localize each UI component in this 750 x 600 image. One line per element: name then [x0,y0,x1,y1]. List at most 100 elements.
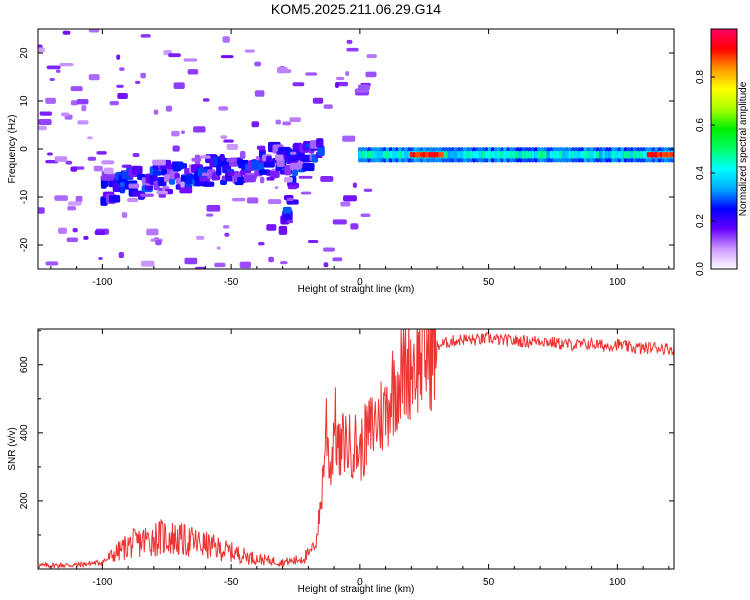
heatmap-cell [490,150,495,159]
heatmap-cell [239,261,252,269]
heatmap-cell [478,150,483,159]
heatmap-cell [282,121,292,126]
heatmap-cell [140,193,154,197]
heatmap-cell [472,150,476,159]
heatmap-cell [608,150,612,159]
y-tick-label: 200 [19,492,30,509]
heatmap-cell [617,150,622,159]
heatmap-cell [366,54,377,59]
heatmap-cell [87,156,97,161]
heatmap-cell [226,143,239,150]
heatmap-cell [286,156,297,162]
heatmap-cell [561,150,566,159]
heatmap-cell [332,219,347,225]
heatmap-cell [398,150,402,159]
heatmap-cell [289,151,297,155]
heatmap-cell [414,151,419,158]
heatmap-cell [592,150,597,159]
heatmap-cell [404,150,409,159]
heatmap-cell [100,178,107,189]
heatmap-cell [116,54,121,60]
heatmap-cell [392,150,396,159]
heatmap-cell [388,150,393,159]
y-tick-label: -10 [19,189,30,204]
heatmap-cell [422,151,426,158]
heatmap-cell [555,150,560,159]
heatmap-cell [540,150,544,159]
heatmap-cell [60,112,70,117]
heatmap-cell [49,78,55,81]
heatmap-cell [432,151,437,158]
heatmap-cell [39,111,53,116]
heatmap-cell [184,257,198,265]
heatmap-cell [412,151,416,158]
heatmap-cell [528,150,532,159]
spectrogram-ylabel: Frequency (Hz) [7,115,18,184]
heatmap-cell [131,165,143,175]
heatmap-cell [546,150,551,159]
heatmap-cell [323,262,329,268]
heatmap-cell [165,105,173,112]
y-tick-label: 20 [19,47,30,59]
heatmap-cell [279,261,288,265]
heatmap-cell [146,228,159,236]
heatmap-cell [417,151,421,158]
colorbar: 0.0 0.2 0.4 0.6 0.8 Normalized spectral ampl… [695,28,749,276]
x-tick-label: -100 [92,277,112,288]
heatmap-cell [580,150,585,159]
heatmap-cell [345,71,350,76]
heatmap-cell [181,130,186,135]
heatmap-cell [409,151,413,158]
heatmap-cell [367,150,371,159]
heatmap-cell [320,175,334,182]
heatmap-cell [342,135,356,142]
heatmap-cell [558,150,563,159]
heatmap-cell [401,150,405,159]
heatmap-cell [156,190,168,195]
heatmap-cell [62,30,71,35]
heatmap-cell [358,150,362,159]
heatmap-cell [275,119,282,125]
heatmap-cell [494,150,498,159]
heatmap-cell [659,151,663,158]
heatmap-cell [323,104,333,109]
heatmap-cell [500,150,504,159]
heatmap-cell [45,97,56,104]
heatmap-cell [571,150,575,159]
y-tick-label: 0 [19,146,30,152]
heatmap-cell [549,150,554,159]
heatmap-cell [194,266,207,269]
heatmap-cell [531,150,535,159]
heatmap-cell [379,150,384,159]
colorbar-tick-label: 0.2 [695,214,706,228]
x-tick-label: -50 [224,577,239,588]
heatmap-cell [370,150,375,159]
heatmap-cell [382,150,387,159]
heatmap-cell [614,150,619,159]
heatmap-cell [70,166,78,172]
heatmap-cell [117,92,128,100]
heatmap-cell [88,74,100,81]
heatmap-cell [254,61,262,67]
heatmap-cell [667,151,671,158]
colorbar-label: Normalized spectral amplitude [738,81,749,216]
heatmap-cell [216,246,221,250]
heatmap-cell [595,150,600,159]
heatmap-cell [565,150,569,159]
heatmap-cell [395,150,399,159]
heatmap-cell [568,150,572,159]
heatmap-cell [206,205,221,212]
heatmap-cell [223,225,230,229]
heatmap-cell [332,257,343,262]
snr-xlabel: Height of straight line (km) [298,584,415,595]
heatmap-cell [183,58,198,62]
heatmap-cell [187,69,199,75]
heatmap-cell [202,181,215,187]
y-tick-label: 10 [19,95,30,107]
heatmap-cell [109,100,119,106]
heatmap-cell [268,256,274,263]
heatmap-cell [537,150,541,159]
heatmap-cell [175,177,182,185]
heatmap-cell [447,150,452,159]
